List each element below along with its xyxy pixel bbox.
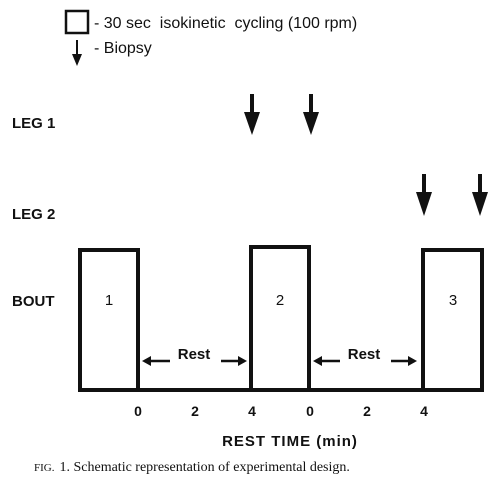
rest-label-1: Rest — [178, 346, 211, 363]
rest-tick-label: 2 — [191, 403, 199, 419]
bout-number-3: 3 — [449, 292, 457, 309]
rest-left-arrow-icon — [142, 356, 170, 366]
rest-tick-label: 0 — [306, 403, 314, 419]
rest-time-axis-label: REST TIME (min) — [222, 433, 358, 450]
rest-tick-label: 4 — [420, 403, 428, 419]
row-label-leg1: LEG 1 — [12, 115, 55, 132]
row-label-leg2: LEG 2 — [12, 206, 55, 223]
leg1-biopsy-arrow-icon — [303, 94, 319, 135]
row-label-bout: BOUT — [12, 293, 55, 310]
rest-left-arrow-icon — [313, 356, 340, 366]
figure-caption-prefix: FIG. — [34, 462, 55, 474]
bout-timeline-trace — [78, 245, 484, 392]
figure-caption-text: 1. Schematic representation of experimen… — [59, 460, 349, 475]
leg1-biopsy-arrow-icon — [244, 94, 260, 135]
figure-caption: FIG. 1. Schematic representation of exper… — [34, 460, 350, 475]
leg2-biopsy-arrow-icon — [472, 174, 488, 216]
rest-right-arrow-icon — [221, 356, 247, 366]
bout-number-2: 2 — [276, 292, 284, 309]
leg2-biopsy-arrow-icon — [416, 174, 432, 216]
legend-arrow-icon — [72, 40, 82, 66]
rest-tick-label: 2 — [363, 403, 371, 419]
rest-tick-label: 0 — [134, 403, 142, 419]
bout-number-1: 1 — [105, 292, 113, 309]
legend-box-icon — [64, 9, 90, 35]
rest-right-arrow-icon — [391, 356, 417, 366]
rest-label-2: Rest — [348, 346, 381, 363]
rest-tick-label: 4 — [248, 403, 256, 419]
legend-box-text: - 30 sec isokinetic cycling (100 rpm) — [94, 15, 357, 32]
legend-arrow-text: - Biopsy — [94, 40, 152, 57]
